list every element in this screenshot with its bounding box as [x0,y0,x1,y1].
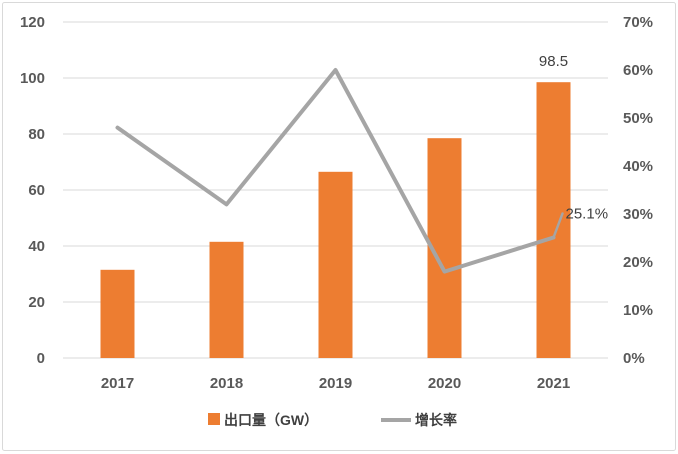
x-tick-label-2019: 2019 [319,375,352,392]
y-left-tick-label: 20 [28,294,45,311]
y-left-tick-label: 40 [28,238,45,255]
x-tick-label-2017: 2017 [101,375,134,392]
y-right-tick-label: 40% [623,158,653,175]
legend-bar-label: 出口量（GW） [224,412,318,428]
y-right-tick-label: 60% [623,62,653,79]
y-right-tick-label: 10% [623,302,653,319]
bar-2021 [536,82,571,358]
y-right-tick-label: 70% [623,14,653,31]
y-left-tick-label: 0 [37,350,45,367]
y-right-tick-label: 20% [623,254,653,271]
x-tick-label-2021: 2021 [537,375,570,392]
data-label-bar-2021: 98.5 [539,53,568,70]
data-label-line-2021: 25.1% [566,206,609,223]
y-right-tick-label: 30% [623,206,653,223]
y-left-tick-label: 80 [28,126,45,143]
y-left-tick-label: 60 [28,182,45,199]
legend: 出口量（GW） 增长率 [208,412,457,428]
data-labels: 98.5 25.1% [539,53,609,239]
bar-series [100,82,571,358]
growth-rate-line [115,68,556,274]
x-tick-label-2020: 2020 [428,375,461,392]
bar-2019 [318,171,353,358]
bar-2017 [100,269,135,358]
line-series [115,68,556,274]
y-right-tick-label: 0% [623,350,645,367]
y-left-tick-label: 100 [20,70,45,87]
y-left-tick-label: 120 [20,14,45,31]
legend-bar-swatch [208,413,220,425]
x-tick-label-2018: 2018 [210,375,243,392]
axes: 0 20 40 60 80 100 120 0% 10% 20% 30% 40% 50% 60% 70% 20… [20,14,653,392]
data-label-leader-line [552,212,564,239]
y-right-tick-label: 50% [623,110,653,127]
bar-2018 [209,241,244,358]
legend-line-label: 增长率 [415,412,457,428]
